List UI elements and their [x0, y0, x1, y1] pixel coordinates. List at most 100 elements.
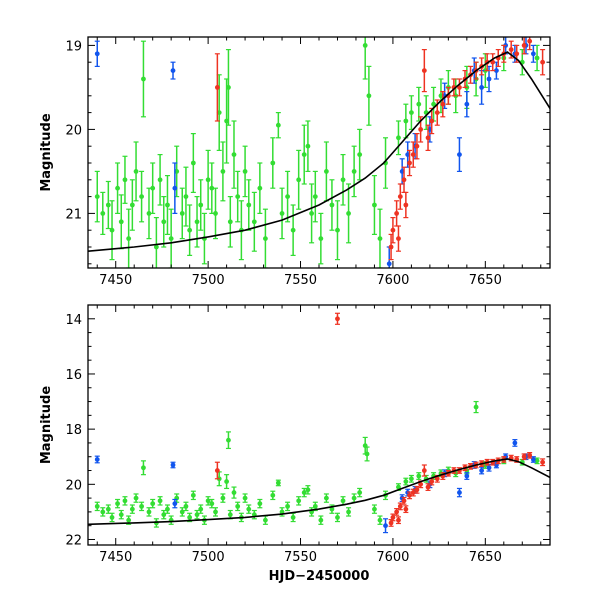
data-point: [372, 506, 377, 512]
data-point: [396, 236, 401, 242]
data-point: [494, 68, 499, 73]
data-point: [457, 490, 462, 495]
data-point: [168, 236, 174, 242]
data-point: [246, 202, 252, 208]
y-tick-label: 14: [65, 313, 82, 328]
data-point: [318, 517, 324, 523]
x-tick-label: 7650: [469, 550, 502, 565]
data-point: [275, 480, 281, 486]
data-point: [94, 51, 100, 57]
x-tick-label: 7450: [99, 550, 132, 565]
data-point: [440, 101, 446, 107]
data-point: [429, 118, 435, 124]
data-point: [100, 509, 106, 515]
data-point: [115, 185, 120, 191]
data-point: [390, 227, 396, 233]
data-point: [105, 202, 111, 208]
data-point: [388, 244, 394, 250]
data-point: [290, 227, 296, 233]
data-point: [540, 459, 546, 465]
data-point: [396, 484, 401, 490]
data-point: [227, 512, 233, 518]
data-point: [479, 468, 485, 473]
data-point: [386, 261, 392, 267]
data-point: [246, 506, 252, 512]
data-point: [213, 211, 218, 216]
data-point: [335, 515, 340, 520]
data-point: [464, 473, 470, 479]
data-point: [418, 126, 424, 132]
data-point: [94, 503, 100, 509]
data-point: [275, 122, 281, 128]
data-point: [220, 495, 226, 501]
data-point: [285, 503, 290, 509]
data-point: [540, 59, 546, 65]
data-point: [397, 194, 403, 200]
data-point: [242, 169, 248, 174]
data-point: [329, 202, 335, 208]
data-point: [346, 509, 351, 515]
x-tick-label: 7650: [469, 273, 502, 288]
top-y-axis-label: Magnitude: [39, 113, 54, 192]
data-point: [100, 211, 106, 216]
top-panel: 7450 7500 7550 7600 7650 19 20 21 Magnitude: [39, 36, 551, 288]
data-point: [312, 194, 318, 200]
data-point: [214, 85, 220, 90]
data-point: [129, 506, 135, 512]
model-curve: [88, 51, 550, 252]
data-point: [115, 501, 120, 507]
data-point: [377, 236, 383, 242]
data-point: [270, 492, 276, 498]
data-point: [403, 479, 409, 484]
bottom-x-axis-label: HJD−2450000: [269, 569, 370, 584]
data-point: [118, 512, 124, 518]
data-point: [421, 68, 427, 73]
y-tick-label: 20: [65, 123, 82, 138]
data-point: [372, 202, 377, 208]
data-point: [403, 506, 409, 512]
y-tick-label: 19: [65, 39, 82, 54]
data-point: [187, 227, 193, 233]
data-point: [205, 177, 211, 183]
data-point: [190, 160, 196, 166]
y-tick-label: 16: [65, 368, 82, 383]
data-point: [346, 211, 351, 216]
data-point: [172, 185, 178, 191]
bottom-y-axis-label: Magnitude: [39, 386, 54, 465]
data-point: [146, 509, 152, 515]
data-point: [290, 515, 296, 520]
data-point: [351, 169, 357, 174]
data-point: [521, 43, 527, 48]
data-point: [401, 498, 407, 504]
data-point: [118, 219, 124, 225]
data-point: [105, 506, 111, 512]
data-point: [318, 236, 324, 242]
data-point: [335, 316, 340, 322]
data-point: [94, 194, 100, 200]
data-point: [403, 118, 409, 124]
data-point: [414, 487, 420, 493]
data-point: [421, 468, 427, 473]
data-point: [139, 194, 144, 200]
data-point: [141, 76, 146, 82]
data-point: [242, 495, 248, 501]
data-point: [209, 185, 215, 191]
data-point: [231, 490, 237, 495]
data-point: [263, 517, 268, 523]
data-point: [150, 185, 156, 191]
data-point: [403, 202, 409, 208]
data-point: [364, 451, 370, 457]
x-tick-label: 7600: [376, 273, 409, 288]
data-point: [133, 169, 139, 174]
data-point: [425, 135, 431, 141]
x-tick-label: 7500: [192, 550, 225, 565]
data-point: [146, 211, 152, 216]
y-tick-label: 22: [65, 533, 82, 548]
data-point: [227, 219, 233, 225]
data-point: [508, 47, 514, 52]
data-point: [296, 498, 302, 504]
x-tick-label: 7600: [376, 550, 409, 565]
data-point: [401, 177, 407, 183]
data-point: [126, 517, 132, 523]
data-point: [390, 515, 396, 520]
